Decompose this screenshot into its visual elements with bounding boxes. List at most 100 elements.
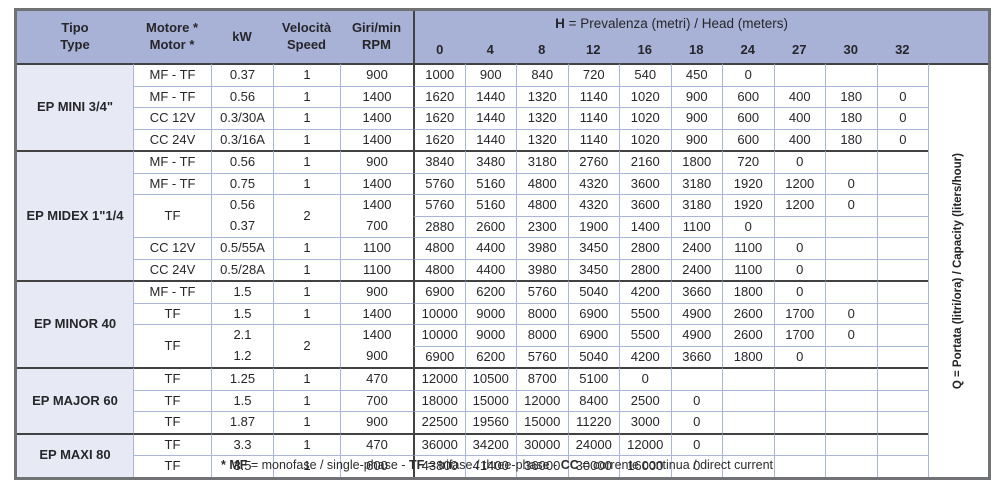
capacity-cell: 3600	[619, 194, 671, 216]
rpm-cell: 700	[340, 389, 413, 411]
capacity-cell	[825, 237, 877, 259]
speed-cell: 1	[273, 237, 340, 259]
capacity-cell: 1800	[670, 150, 722, 173]
capacity-cell: 4200	[619, 280, 671, 303]
capacity-cell	[876, 324, 929, 346]
table-row: MF - TF 0.56 1 1400 1620 1440 1320 1140 1020 900 6…	[17, 85, 988, 107]
kw-cell: 1.25	[211, 367, 273, 390]
speed-cell: 1	[273, 280, 340, 303]
capacity-cell: 0	[773, 237, 825, 259]
capacity-cell	[722, 455, 774, 477]
capacity-cell: 3180	[670, 194, 722, 216]
capacity-cell: 0	[670, 411, 722, 433]
capacity-cell	[722, 389, 774, 411]
capacity-cell	[825, 63, 877, 86]
capacity-cell	[876, 63, 929, 86]
capacity-cell: 5100	[567, 367, 619, 390]
kw-cell: 1.5	[211, 302, 273, 324]
table-row: 1.2 900 6900 6200 5760 5040 4200 3660 1800 0	[17, 345, 988, 367]
capacity-cell: 6900	[413, 280, 465, 303]
capacity-cell: 720	[722, 150, 774, 173]
motor-cell: TF	[133, 302, 211, 324]
head-col-30: 30	[825, 36, 877, 63]
capacity-cell: 0	[773, 258, 825, 280]
capacity-cell: 9000	[464, 324, 516, 346]
speed-cell: 1	[273, 389, 340, 411]
capacity-cell: 0	[773, 280, 825, 303]
footnote: * MF = monofase / single-phase - TF = tr…	[0, 458, 994, 472]
capacity-cell: 1020	[619, 128, 671, 150]
capacity-cell: 5160	[464, 194, 516, 216]
motor-cell: TF	[133, 411, 211, 433]
table-row: TF 1.5 1 1400 10000 9000 8000 6900 5500 4900 2600 1…	[17, 302, 988, 324]
capacity-cell: 2300	[516, 215, 568, 237]
capacity-cell: 8000	[516, 324, 568, 346]
speed-cell: 1	[273, 411, 340, 433]
capacity-cell: 1700	[773, 324, 825, 346]
kw-cell: 1.5	[211, 389, 273, 411]
capacity-cell: 3660	[670, 345, 722, 367]
capacity-cell: 3000	[619, 411, 671, 433]
head-col-12: 12	[567, 36, 619, 63]
capacity-cell: 1320	[516, 107, 568, 129]
capacity-cell: 2760	[567, 150, 619, 173]
capacity-cell: 600	[722, 128, 774, 150]
capacity-cell	[825, 258, 877, 280]
kw-cell: 3.5	[211, 455, 273, 477]
motor-cell: MF - TF	[133, 63, 211, 86]
capacity-cell: 16000	[619, 455, 671, 477]
capacity-cell: 1400	[619, 215, 671, 237]
table-row: EP MIDEX 1"1/4 MF - TF 0.56 1 900 3840 3480 318…	[17, 150, 988, 280]
capacity-cell: 1100	[670, 215, 722, 237]
kw-cell: 1.5	[211, 280, 273, 303]
table-container: Tipo Type Motore * Motor * kW Velocità Spee…	[14, 8, 992, 480]
speed-cell: 1	[273, 150, 340, 173]
capacity-cell: 400	[773, 128, 825, 150]
capacity-cell: 3180	[516, 150, 568, 173]
kw-cell: 0.37	[211, 215, 273, 237]
rpm-cell: 1400	[340, 302, 413, 324]
capacity-cell: 1020	[619, 107, 671, 129]
capacity-cell: 1620	[413, 107, 465, 129]
capacity-cell	[825, 455, 877, 477]
motor-cell: CC 12V	[133, 237, 211, 259]
capacity-cell: 1440	[464, 85, 516, 107]
capacity-cell: 5500	[619, 324, 671, 346]
footnote-segment: = corrente continua / direct current	[578, 458, 774, 472]
type-cell: EP MIDEX 1"1/4	[17, 150, 133, 280]
capacity-cell	[773, 432, 825, 455]
capacity-cell: 1140	[567, 107, 619, 129]
kw-cell: 0.75	[211, 172, 273, 194]
footnote-segment: TF	[408, 458, 425, 472]
capacity-cell: 4800	[413, 258, 465, 280]
kw-cell: 0.56	[211, 194, 273, 216]
kw-cell: 3.3	[211, 432, 273, 455]
capacity-cell: 24000	[567, 432, 619, 455]
capacity-cell: 1020	[619, 85, 671, 107]
capacity-cell: 0	[825, 324, 877, 346]
capacity-cell	[825, 411, 877, 433]
table-row: EP MINOR 40 MF - TF 1.5 1 900 6900 6200 5760 504…	[17, 280, 988, 367]
kw-cell: 0.3/16A	[211, 128, 273, 150]
capacity-cell: 12000	[516, 389, 568, 411]
speed-cell: 1	[273, 367, 340, 390]
capacity-cell: 3180	[670, 172, 722, 194]
motor-cell: TF	[133, 455, 211, 477]
speed-cell: 1	[273, 85, 340, 107]
capacity-cell: 15000	[464, 389, 516, 411]
capacity-cell: 10000	[413, 302, 465, 324]
capacity-cell: 600	[722, 107, 774, 129]
capacity-cell: 6900	[567, 302, 619, 324]
capacity-cell	[876, 345, 929, 367]
capacity-cell: 5040	[567, 280, 619, 303]
capacity-cell: 2400	[670, 237, 722, 259]
rpm-cell: 900	[340, 411, 413, 433]
rpm-cell: 470	[340, 432, 413, 455]
table-row: TF 1.87 1 900 22500 19560 15000 11220 3000 0	[17, 411, 988, 433]
capacity-cell: 0	[722, 63, 774, 86]
capacity-cell	[876, 215, 929, 237]
capacity-cell: 3450	[567, 237, 619, 259]
capacity-cell	[722, 367, 774, 390]
capacity-cell: 0	[825, 194, 877, 216]
capacity-cell: 43800	[413, 455, 465, 477]
